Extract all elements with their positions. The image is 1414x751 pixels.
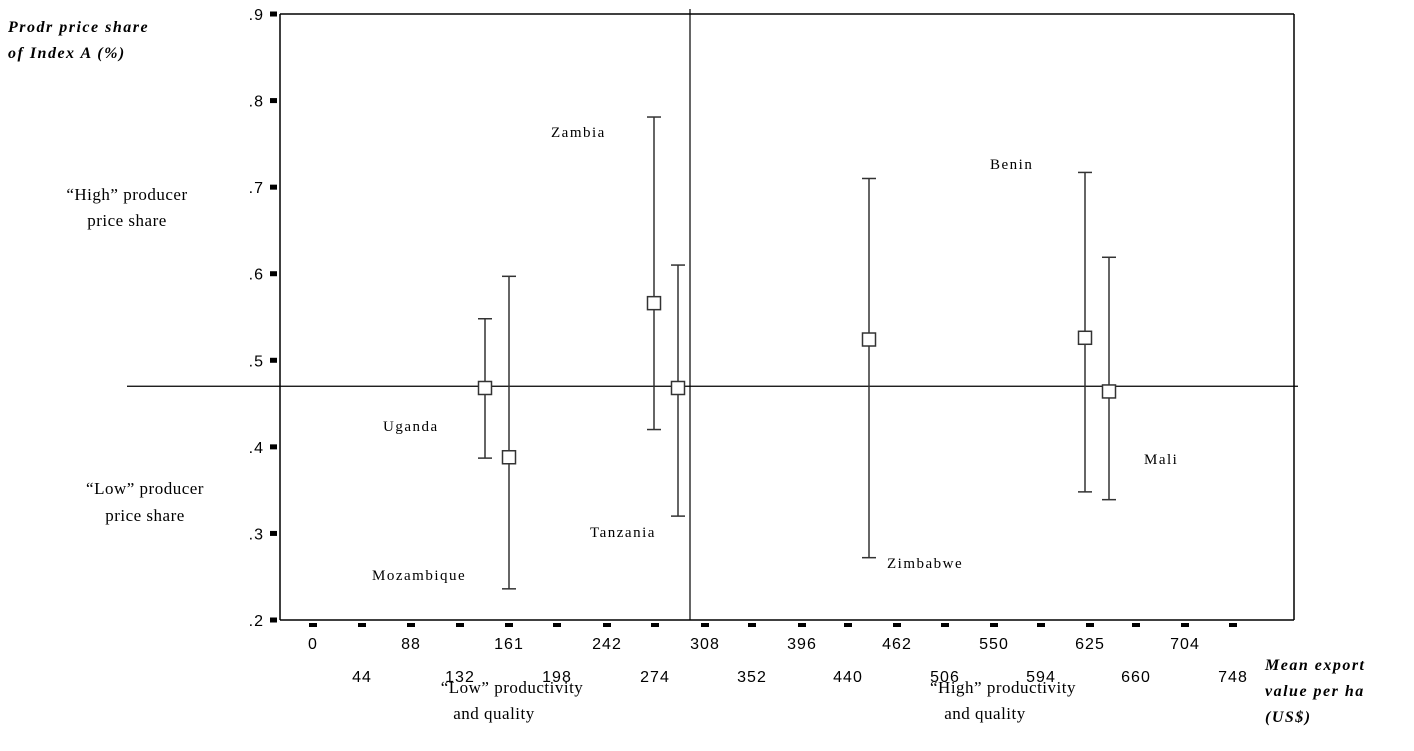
y-tick-label: .6 — [249, 267, 264, 284]
x-tick-mark — [1086, 623, 1094, 627]
y-tick-mark — [270, 184, 277, 190]
x-tick-label: 506 — [930, 669, 960, 686]
x-tick-label: 625 — [1075, 636, 1105, 653]
point-marker-zimbabwe — [861, 332, 877, 347]
x-tick-mark — [1037, 623, 1045, 627]
point-label-benin: Benin — [990, 157, 1033, 173]
x-tick-label: 440 — [833, 669, 863, 686]
y-tick-label: .2 — [249, 613, 264, 630]
x-tick-mark — [358, 623, 366, 627]
point-marker-benin — [1077, 330, 1093, 346]
point-label-uganda: Uganda — [383, 419, 439, 435]
x-tick-mark — [1181, 623, 1189, 627]
point-label-zambia: Zambia — [551, 125, 606, 141]
x-tick-mark — [844, 623, 852, 627]
x-tick-mark — [456, 623, 464, 627]
x-tick-mark — [309, 623, 317, 627]
x-tick-label: 88 — [401, 636, 421, 653]
x-axis-label-line-2: value per ha — [1265, 683, 1365, 700]
y-tick-mark — [270, 271, 277, 277]
x-tick-mark — [603, 623, 611, 627]
x-tick-mark — [798, 623, 806, 627]
x-tick-mark — [1229, 623, 1237, 627]
y-tick-mark — [270, 617, 277, 623]
x-tick-label: 550 — [979, 636, 1009, 653]
point-label-mozambique: Mozambique — [372, 568, 466, 584]
y-tick-label: .7 — [249, 180, 264, 197]
point-marker-zambia — [646, 295, 662, 311]
y-tick-label: .4 — [249, 440, 264, 457]
point-marker-uganda — [477, 380, 493, 396]
y-tick-label: .3 — [249, 526, 264, 543]
x-tick-label: 198 — [542, 669, 572, 686]
point-marker-tanzania — [670, 380, 686, 396]
y-tick-mark — [270, 357, 277, 363]
x-tick-label: 274 — [640, 669, 670, 686]
y-tick-mark — [270, 444, 277, 450]
high-price-note-line-1: “High” producer — [66, 185, 187, 204]
x-tick-label: 161 — [494, 636, 524, 653]
y-tick-label: .8 — [249, 94, 264, 111]
x-tick-mark — [748, 623, 756, 627]
x-tick-mark — [1132, 623, 1140, 627]
low-productivity-note-line-2: and quality — [453, 704, 535, 723]
x-tick-mark — [505, 623, 513, 627]
x-tick-label: 462 — [882, 636, 912, 653]
x-tick-label: 704 — [1170, 636, 1200, 653]
x-axis-label-line-3: (US$) — [1265, 709, 1312, 726]
x-tick-label: 352 — [737, 669, 767, 686]
point-label-tanzania: Tanzania — [590, 525, 656, 541]
x-tick-label: 242 — [592, 636, 622, 653]
x-tick-mark — [651, 623, 659, 627]
x-tick-mark — [407, 623, 415, 627]
y-tick-mark — [270, 530, 277, 536]
x-tick-mark — [941, 623, 949, 627]
x-axis-label-line-1: Mean export — [1264, 657, 1366, 674]
high-price-note-line-2: price share — [87, 211, 167, 230]
x-tick-label: 660 — [1121, 669, 1151, 686]
point-marker-mali — [1101, 384, 1117, 399]
y-axis-label-line-1: Prodr price share — [7, 19, 149, 36]
y-tick-mark — [270, 98, 277, 104]
low-productivity-note-line-1: “Low” productivity — [441, 678, 584, 697]
y-axis-label-line-2: of Index A (%) — [8, 45, 126, 62]
x-tick-mark — [893, 623, 901, 627]
x-tick-mark — [990, 623, 998, 627]
x-tick-label: 308 — [690, 636, 720, 653]
high-productivity-note-line-1: “High” productivity — [930, 678, 1076, 697]
high-productivity-note-line-2: and quality — [944, 704, 1026, 723]
x-tick-label: 748 — [1218, 669, 1248, 686]
point-label-mali: Mali — [1144, 452, 1178, 468]
y-tick-label: .5 — [249, 353, 264, 370]
low-price-note-line-1: “Low” producer — [86, 479, 204, 498]
y-tick-label: .9 — [249, 7, 264, 24]
x-tick-label: 594 — [1026, 669, 1056, 686]
x-tick-label: 132 — [445, 669, 475, 686]
point-label-zimbabwe: Zimbabwe — [887, 556, 963, 572]
x-tick-mark — [553, 623, 561, 627]
x-tick-label: 0 — [308, 636, 318, 653]
x-tick-label: 396 — [787, 636, 817, 653]
point-marker-mozambique — [501, 449, 517, 465]
low-price-note-line-2: price share — [105, 506, 185, 525]
x-tick-label: 44 — [352, 669, 372, 686]
y-tick-mark — [270, 11, 277, 17]
x-tick-mark — [701, 623, 709, 627]
